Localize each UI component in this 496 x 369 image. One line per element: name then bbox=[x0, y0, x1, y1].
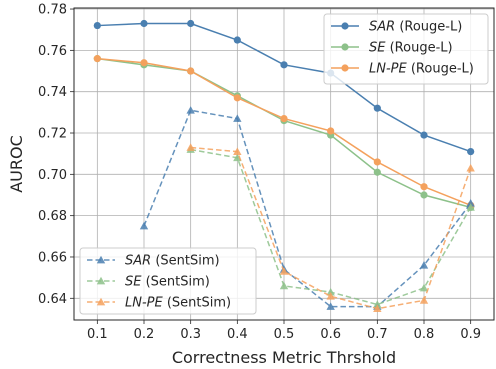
y-tick-label: 0.70 bbox=[38, 168, 67, 183]
y-tick-label: 0.66 bbox=[38, 250, 67, 265]
y-tick-label: 0.76 bbox=[38, 44, 67, 59]
legend-marker bbox=[341, 22, 349, 30]
data-point bbox=[419, 261, 429, 269]
legend-label: SE (SentSim) bbox=[125, 275, 210, 290]
data-point bbox=[186, 143, 195, 151]
data-point bbox=[467, 148, 475, 156]
x-tick-label: 0.6 bbox=[320, 327, 341, 342]
data-point bbox=[420, 183, 428, 191]
y-tick-label: 0.64 bbox=[38, 292, 67, 307]
legend-marker bbox=[341, 43, 349, 51]
data-point bbox=[419, 283, 429, 292]
x-tick-label: 0.8 bbox=[414, 327, 435, 342]
legend-label: LN-PE (SentSim) bbox=[125, 296, 231, 311]
legend-layer: SAR (Rouge-L) SE (Rouge-L) LN-PE (Rouge-L)… bbox=[79, 13, 489, 315]
data-point bbox=[187, 19, 195, 28]
x-tick-label: 0.9 bbox=[460, 327, 481, 342]
x-axis-label: Correctness Metric Thrshold bbox=[172, 348, 396, 367]
data-point bbox=[373, 158, 381, 166]
data-point bbox=[466, 199, 475, 207]
data-point bbox=[373, 300, 382, 308]
data-point bbox=[420, 131, 428, 139]
tick-layer: 0.1 0.2 0.3 0.4 0.5 0.6 0.7 0.8 0.9 0.64 0.66 0.68 0… bbox=[38, 3, 481, 342]
data-point bbox=[326, 292, 335, 300]
legend-marker bbox=[96, 255, 106, 264]
data-point bbox=[279, 267, 289, 275]
legend-label: SE (Rouge-L) bbox=[369, 41, 453, 56]
series-sar-rougel bbox=[93, 19, 475, 156]
data-point bbox=[373, 168, 381, 176]
data-point bbox=[139, 221, 149, 230]
legend-label: LN-PE (Rouge-L) bbox=[369, 62, 474, 77]
legend-label: SAR (SentSim) bbox=[125, 254, 220, 269]
x-tick-label: 0.7 bbox=[367, 327, 388, 342]
data-point bbox=[327, 127, 335, 135]
series-ln-pe-sentsim bbox=[186, 143, 475, 312]
data-point bbox=[373, 104, 381, 112]
data-point bbox=[140, 19, 148, 28]
data-point bbox=[93, 21, 101, 30]
legend-marker bbox=[96, 297, 106, 306]
y-tick-label: 0.72 bbox=[38, 127, 67, 142]
x-tick-label: 0.2 bbox=[134, 327, 155, 342]
data-point bbox=[233, 147, 242, 155]
x-tick-label: 0.3 bbox=[180, 327, 201, 342]
data-point bbox=[419, 296, 429, 304]
data-point bbox=[233, 153, 242, 162]
data-point bbox=[140, 59, 148, 67]
y-tick-label: 0.78 bbox=[38, 3, 67, 18]
legend-label: SAR (Rouge-L) bbox=[369, 20, 462, 35]
data-point bbox=[186, 106, 195, 114]
x-tick-label: 0.4 bbox=[227, 327, 248, 342]
data-point bbox=[373, 304, 382, 312]
data-point bbox=[326, 287, 335, 296]
legend-top-right: SAR (Rouge-L) SE (Rouge-L) LN-PE (Rouge-L) bbox=[323, 13, 489, 85]
legend-marker bbox=[96, 276, 106, 285]
data-point bbox=[280, 61, 288, 69]
data-point bbox=[420, 191, 428, 199]
data-point bbox=[233, 114, 242, 122]
data-point bbox=[280, 114, 288, 123]
x-tick-label: 0.1 bbox=[87, 327, 108, 342]
data-point bbox=[466, 203, 475, 211]
legend-marker bbox=[341, 64, 349, 72]
series-layer bbox=[93, 19, 475, 312]
y-tick-label: 0.68 bbox=[38, 209, 67, 224]
data-point bbox=[233, 94, 241, 102]
legend-bottom-left: SAR (SentSim) SE (SentSim) LN-PE (SentSim) bbox=[79, 247, 257, 315]
series-line bbox=[143, 109, 472, 308]
data-point bbox=[466, 163, 475, 172]
data-point bbox=[93, 55, 101, 63]
data-point bbox=[233, 36, 241, 44]
data-point bbox=[279, 281, 289, 290]
data-point bbox=[326, 302, 335, 310]
data-point bbox=[187, 67, 195, 75]
y-tick-label: 0.74 bbox=[38, 85, 67, 100]
x-tick-label: 0.5 bbox=[274, 327, 295, 342]
legend-box bbox=[323, 13, 489, 85]
legend-box bbox=[79, 247, 257, 315]
y-axis-label: AUROC bbox=[7, 135, 26, 193]
